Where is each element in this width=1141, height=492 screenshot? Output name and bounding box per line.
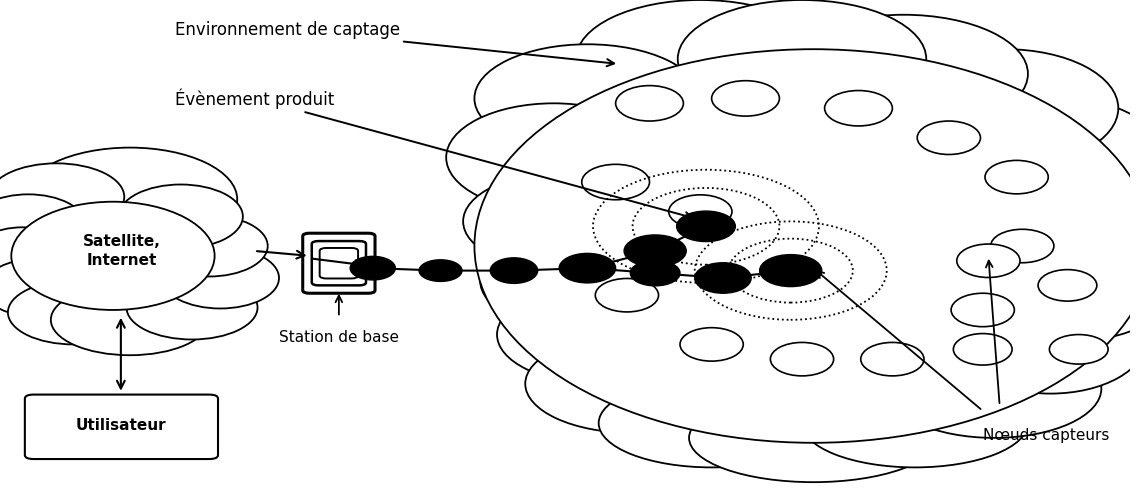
Ellipse shape [525, 335, 739, 433]
Ellipse shape [892, 49, 1118, 167]
Ellipse shape [582, 164, 649, 200]
Ellipse shape [497, 285, 701, 384]
Ellipse shape [419, 260, 462, 281]
Text: Station de base: Station de base [278, 330, 399, 344]
Ellipse shape [695, 263, 751, 293]
Ellipse shape [475, 44, 701, 153]
Ellipse shape [475, 49, 1141, 443]
Ellipse shape [860, 342, 924, 376]
Ellipse shape [985, 160, 1049, 194]
Ellipse shape [624, 235, 686, 267]
Ellipse shape [0, 194, 84, 253]
Text: Évènement produit: Évènement produit [175, 88, 693, 219]
Ellipse shape [678, 0, 926, 118]
Ellipse shape [630, 260, 680, 286]
Ellipse shape [1050, 335, 1108, 364]
Ellipse shape [51, 284, 209, 355]
Ellipse shape [990, 229, 1054, 263]
Ellipse shape [770, 342, 834, 376]
Text: Environnement de captage: Environnement de captage [175, 21, 614, 66]
Ellipse shape [994, 157, 1141, 276]
FancyBboxPatch shape [319, 248, 358, 278]
Ellipse shape [599, 379, 825, 467]
Ellipse shape [463, 172, 666, 271]
Text: Satellite,
Internet: Satellite, Internet [83, 234, 161, 268]
Ellipse shape [957, 244, 1020, 277]
Ellipse shape [576, 0, 825, 118]
Ellipse shape [760, 254, 822, 286]
Ellipse shape [127, 276, 258, 339]
Ellipse shape [955, 285, 1141, 394]
Ellipse shape [446, 103, 661, 212]
Ellipse shape [994, 221, 1141, 339]
Ellipse shape [0, 227, 73, 284]
Ellipse shape [689, 394, 938, 482]
Ellipse shape [960, 98, 1141, 216]
Text: Utilisateur: Utilisateur [75, 418, 167, 433]
Ellipse shape [491, 258, 537, 283]
Ellipse shape [350, 256, 395, 280]
FancyBboxPatch shape [311, 241, 366, 285]
Ellipse shape [119, 184, 243, 248]
Ellipse shape [151, 215, 268, 277]
Text: Nœuds capteurs: Nœuds capteurs [982, 428, 1109, 443]
Ellipse shape [616, 86, 683, 121]
Ellipse shape [480, 231, 672, 330]
Ellipse shape [0, 163, 124, 230]
FancyBboxPatch shape [25, 395, 218, 459]
Ellipse shape [680, 328, 743, 361]
Ellipse shape [825, 91, 892, 126]
Ellipse shape [23, 148, 237, 251]
Ellipse shape [559, 253, 616, 283]
Ellipse shape [11, 202, 215, 310]
Ellipse shape [712, 81, 779, 116]
Ellipse shape [954, 334, 1012, 365]
Ellipse shape [887, 339, 1101, 438]
Ellipse shape [0, 258, 96, 317]
Ellipse shape [802, 379, 1028, 467]
Ellipse shape [1038, 270, 1097, 301]
Ellipse shape [952, 293, 1014, 327]
Ellipse shape [162, 247, 280, 308]
Ellipse shape [677, 211, 735, 242]
Ellipse shape [669, 195, 733, 228]
Ellipse shape [917, 121, 980, 154]
Ellipse shape [8, 280, 139, 344]
FancyBboxPatch shape [302, 233, 375, 293]
Ellipse shape [596, 278, 658, 312]
Ellipse shape [779, 15, 1028, 133]
